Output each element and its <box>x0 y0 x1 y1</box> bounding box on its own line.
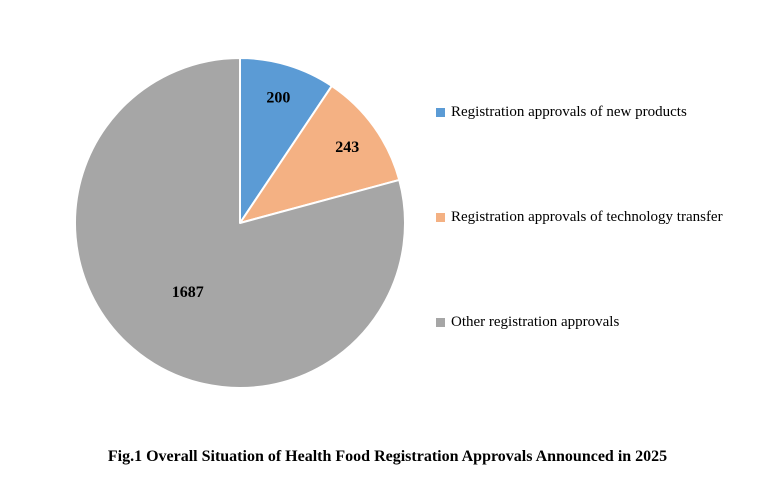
legend-marker-other <box>436 317 445 327</box>
data-label-other: 1687 <box>172 284 204 301</box>
legend-marker-technology-transfer <box>436 212 445 222</box>
chart-legend: Registration approvals of new products Re… <box>436 0 775 420</box>
data-label-technology-transfer: 243 <box>335 139 359 156</box>
legend-item-technology-transfer: Registration approvals of technology tra… <box>436 207 723 227</box>
pie-slice-other <box>74 57 406 389</box>
legend-label: Registration approvals of new products <box>451 104 687 120</box>
pie-slice-new-products <box>239 57 333 224</box>
legend-label: Registration approvals of technology tra… <box>451 209 723 225</box>
figure-caption: Fig.1 Overall Situation of Health Food R… <box>107 448 668 465</box>
pie-slice-technology-transfer <box>239 84 401 224</box>
legend-item-new-products: Registration approvals of new products <box>436 102 687 122</box>
data-label-new-products: 200 <box>266 90 290 107</box>
legend-item-other: Other registration approvals <box>436 312 619 332</box>
legend-marker-new-products <box>436 107 445 117</box>
pie-chart: 200 243 1687 <box>74 57 406 389</box>
legend-label: Other registration approvals <box>451 314 620 330</box>
